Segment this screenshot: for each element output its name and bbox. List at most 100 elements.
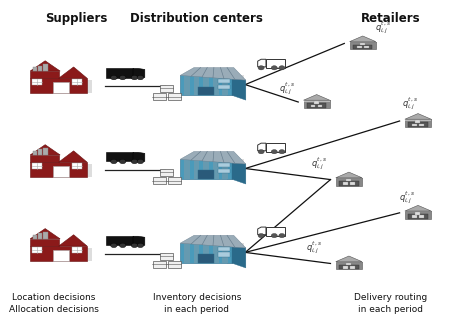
Polygon shape xyxy=(364,46,368,48)
Polygon shape xyxy=(318,105,322,107)
Polygon shape xyxy=(339,265,358,269)
Polygon shape xyxy=(336,172,362,178)
Circle shape xyxy=(271,66,277,70)
Polygon shape xyxy=(72,163,82,169)
Polygon shape xyxy=(409,214,428,219)
Polygon shape xyxy=(38,66,42,71)
Polygon shape xyxy=(343,182,348,185)
Polygon shape xyxy=(107,68,133,78)
Polygon shape xyxy=(218,252,229,257)
Circle shape xyxy=(137,75,144,80)
Polygon shape xyxy=(32,247,42,253)
Polygon shape xyxy=(419,124,424,126)
Polygon shape xyxy=(343,266,348,268)
Polygon shape xyxy=(222,243,228,263)
Polygon shape xyxy=(63,80,91,93)
Polygon shape xyxy=(184,243,190,263)
Polygon shape xyxy=(168,93,181,100)
Circle shape xyxy=(271,233,277,238)
Polygon shape xyxy=(405,114,431,119)
Polygon shape xyxy=(194,75,199,95)
Polygon shape xyxy=(303,100,330,102)
Polygon shape xyxy=(59,235,87,246)
Circle shape xyxy=(131,243,138,248)
Polygon shape xyxy=(33,67,37,71)
Polygon shape xyxy=(72,79,82,86)
Polygon shape xyxy=(168,261,181,268)
Polygon shape xyxy=(59,67,87,78)
Polygon shape xyxy=(33,151,37,155)
Circle shape xyxy=(131,159,138,164)
Text: $q_{i,j}^{t,s}$: $q_{i,j}^{t,s}$ xyxy=(402,96,418,112)
Circle shape xyxy=(258,66,264,70)
Polygon shape xyxy=(213,75,219,95)
Polygon shape xyxy=(199,170,214,179)
Polygon shape xyxy=(218,85,229,89)
Circle shape xyxy=(279,150,285,154)
Circle shape xyxy=(137,243,144,248)
Polygon shape xyxy=(180,235,246,248)
Polygon shape xyxy=(180,243,232,263)
Polygon shape xyxy=(266,143,285,152)
Text: $q_{i,j}^{t,s}$: $q_{i,j}^{t,s}$ xyxy=(311,156,327,172)
Polygon shape xyxy=(30,239,59,246)
Polygon shape xyxy=(350,182,355,185)
Polygon shape xyxy=(353,45,373,50)
Circle shape xyxy=(110,75,117,80)
Polygon shape xyxy=(133,152,145,162)
Text: Distribution centers: Distribution centers xyxy=(130,12,263,25)
Polygon shape xyxy=(194,159,199,179)
Polygon shape xyxy=(53,166,69,177)
Polygon shape xyxy=(346,263,351,265)
Polygon shape xyxy=(350,42,376,43)
Polygon shape xyxy=(107,152,133,162)
Polygon shape xyxy=(412,124,417,126)
Polygon shape xyxy=(199,254,214,263)
Polygon shape xyxy=(350,36,376,42)
Circle shape xyxy=(119,243,126,248)
Polygon shape xyxy=(336,262,362,263)
Polygon shape xyxy=(415,121,420,123)
Polygon shape xyxy=(30,155,59,162)
Polygon shape xyxy=(184,159,190,179)
Circle shape xyxy=(110,243,117,248)
Polygon shape xyxy=(336,178,362,179)
Polygon shape xyxy=(30,71,59,78)
Text: Inventory decisions
in each period: Inventory decisions in each period xyxy=(153,293,241,314)
Polygon shape xyxy=(227,75,244,96)
Polygon shape xyxy=(30,229,60,239)
Polygon shape xyxy=(218,169,229,173)
Polygon shape xyxy=(405,211,431,212)
Circle shape xyxy=(119,159,126,164)
Polygon shape xyxy=(43,64,47,71)
Polygon shape xyxy=(59,151,87,162)
Polygon shape xyxy=(303,100,330,108)
Polygon shape xyxy=(232,75,246,100)
Polygon shape xyxy=(232,159,246,184)
Text: $q_{i,j}^{t,s}$: $q_{i,j}^{t,s}$ xyxy=(375,19,392,36)
Polygon shape xyxy=(409,122,428,127)
Polygon shape xyxy=(336,262,362,269)
Polygon shape xyxy=(405,211,431,219)
Polygon shape xyxy=(168,177,181,184)
Polygon shape xyxy=(32,79,42,86)
Circle shape xyxy=(279,233,285,238)
Polygon shape xyxy=(180,151,246,164)
Polygon shape xyxy=(72,247,82,253)
Polygon shape xyxy=(194,243,199,263)
Polygon shape xyxy=(199,86,214,95)
Polygon shape xyxy=(336,256,362,262)
Polygon shape xyxy=(180,75,232,95)
Polygon shape xyxy=(350,42,376,50)
Polygon shape xyxy=(63,164,91,177)
Polygon shape xyxy=(184,75,190,95)
Polygon shape xyxy=(32,163,42,169)
Polygon shape xyxy=(222,159,228,179)
Polygon shape xyxy=(346,179,351,181)
Polygon shape xyxy=(107,236,133,245)
Circle shape xyxy=(119,75,126,80)
Polygon shape xyxy=(405,119,431,127)
Polygon shape xyxy=(38,233,42,239)
Circle shape xyxy=(110,159,117,164)
Polygon shape xyxy=(339,181,358,186)
